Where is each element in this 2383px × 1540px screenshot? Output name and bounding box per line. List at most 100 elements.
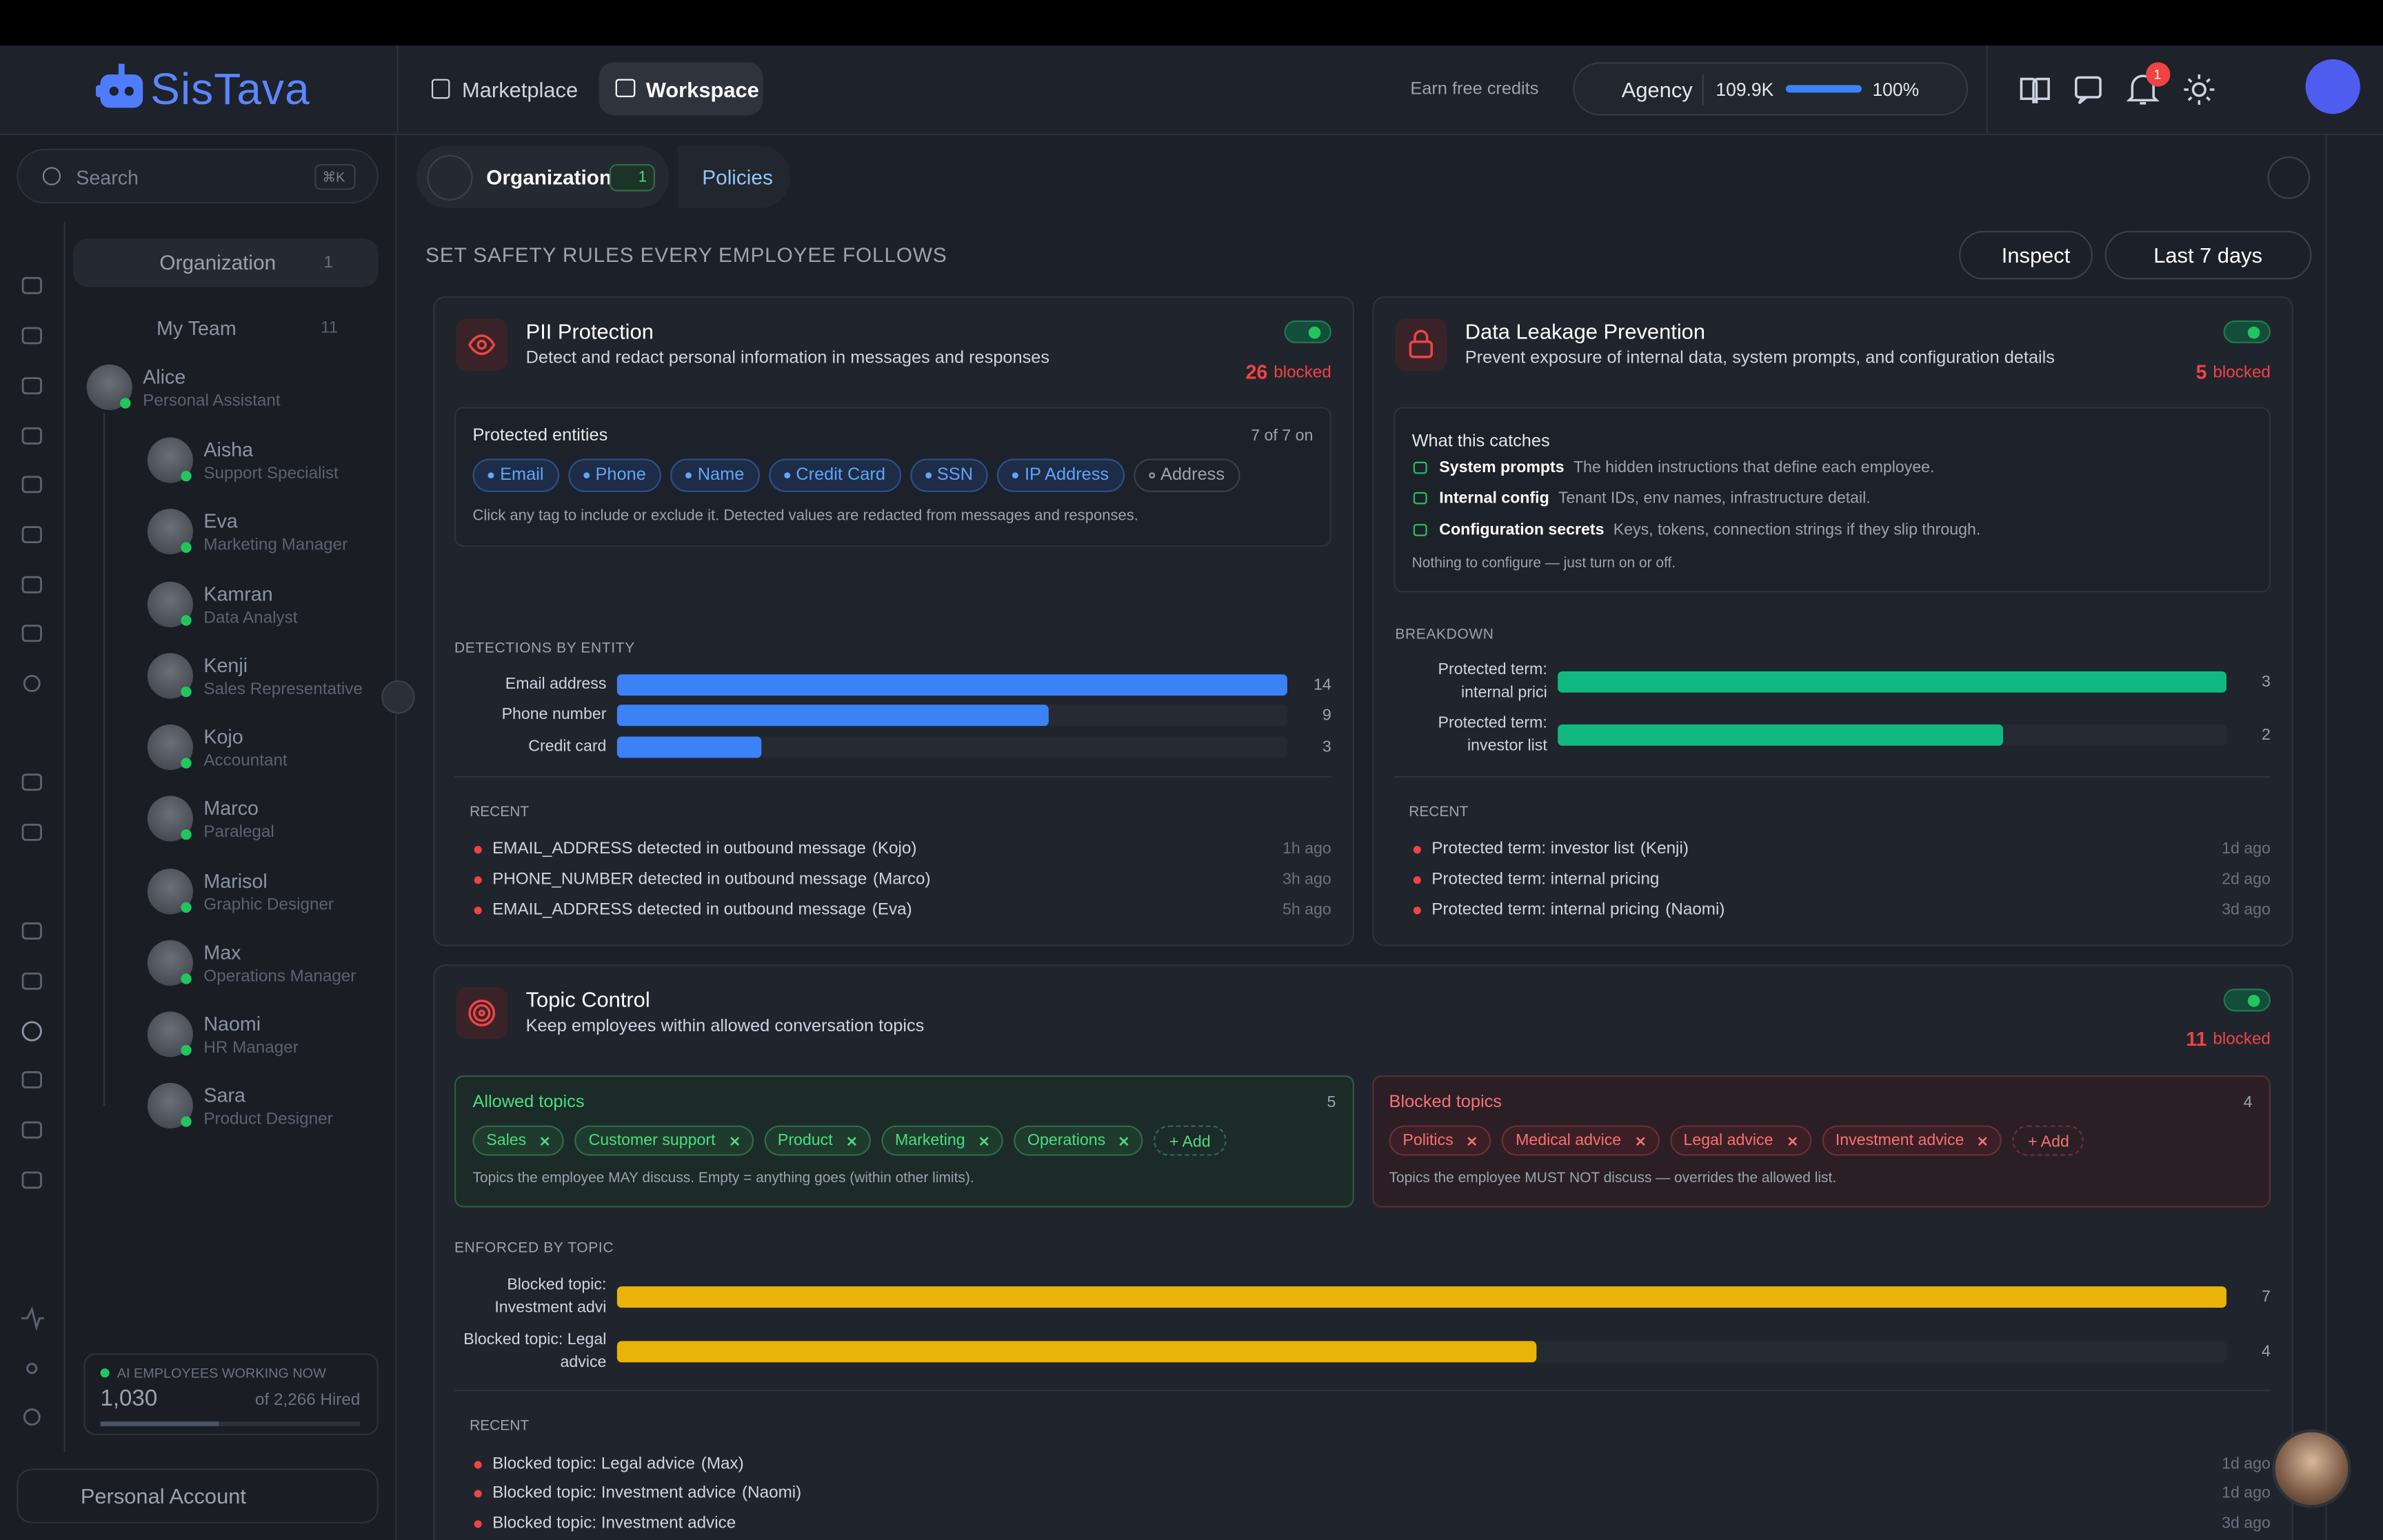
dot (474, 906, 482, 914)
entity-tag[interactable]: IP Address (997, 458, 1125, 492)
account-box[interactable] (17, 1468, 379, 1523)
entity-tag[interactable]: SSN (909, 458, 989, 492)
bar-label: Protected term: investor list (1438, 713, 1547, 755)
member-name[interactable]: Kojo (203, 725, 243, 749)
topic-tag[interactable]: Investment advice (1822, 1125, 2002, 1156)
credits: 109.9K (1716, 79, 1774, 101)
breadcrumb-page[interactable]: Policies (702, 166, 773, 190)
nav-tab[interactable]: Workspace (645, 77, 759, 102)
range-button[interactable] (2104, 230, 2312, 280)
bar-count: 3 (1322, 738, 1331, 757)
entity-tag[interactable]: Phone (567, 458, 661, 492)
range-label: Last 7 days (2153, 243, 2263, 267)
member-name[interactable]: Kenji (203, 653, 248, 676)
org-row[interactable] (72, 238, 379, 287)
entity-tag[interactable]: Address (1133, 458, 1240, 492)
toggle[interactable] (2223, 320, 2271, 343)
plan-pill[interactable] (1573, 62, 1969, 116)
avatar[interactable] (2305, 59, 2360, 114)
remove-icon[interactable] (1978, 1135, 1988, 1146)
remove-icon[interactable] (1467, 1135, 1478, 1146)
remove-icon[interactable] (729, 1135, 739, 1146)
toggle[interactable] (2223, 989, 2271, 1012)
bar (616, 1286, 2227, 1308)
bar-label: Blocked topic: Legal advice (463, 1330, 607, 1372)
recent-text: Protected term: internal pricing (1431, 870, 1660, 889)
remove-icon[interactable] (1787, 1135, 1797, 1146)
kebab-button[interactable] (2267, 156, 2311, 199)
add-tag[interactable]: + Add (2012, 1125, 2084, 1156)
entity-label: Credit Card (796, 466, 885, 485)
topic-tag[interactable]: Product (764, 1125, 871, 1156)
inspect-button[interactable] (1959, 230, 2093, 280)
recent-who: (Naomi) (1665, 900, 1725, 919)
member-name[interactable]: Max (203, 940, 241, 964)
bar-count: 9 (1322, 706, 1331, 725)
header-divider (396, 45, 399, 136)
team-label[interactable]: My Team (157, 316, 237, 340)
recent-title: RECENT (470, 804, 530, 821)
status-dot (181, 543, 192, 554)
nav-tab[interactable]: Marketplace (462, 77, 579, 102)
recent-time: 3h ago (1282, 870, 1331, 889)
member-name[interactable]: Eva (203, 509, 238, 533)
member-name[interactable]: Alice (143, 365, 186, 388)
topic-tag[interactable]: Sales (472, 1125, 565, 1156)
remove-icon[interactable] (1635, 1135, 1645, 1146)
toggle[interactable] (1284, 320, 1331, 343)
working-label: AI EMPLOYEES WORKING NOW (117, 1365, 326, 1381)
remove-icon[interactable] (1119, 1135, 1129, 1146)
blocked-label: blocked (2213, 1029, 2271, 1048)
remove-icon[interactable] (846, 1135, 856, 1146)
breadcrumb-count: 1 (638, 169, 647, 186)
tag-dot (583, 472, 590, 479)
working-track (100, 1421, 361, 1426)
catch-desc: Keys, tokens, connection strings if they… (1613, 520, 1981, 540)
tree-line (103, 413, 105, 1106)
topic-tag[interactable]: Customer support (574, 1125, 754, 1156)
entity-tag[interactable]: Email (472, 458, 559, 492)
team-count: 11 (321, 318, 339, 338)
topic-tag[interactable]: Politics (1389, 1125, 1491, 1156)
org-label: Organization (159, 251, 276, 274)
member-name[interactable]: Kamran (203, 581, 273, 605)
entity-tag[interactable]: Name (670, 458, 760, 492)
member-role: Data Analyst (203, 608, 298, 627)
org-count: 1 (323, 253, 333, 272)
recent-title: RECENT (470, 1417, 530, 1435)
member-name[interactable]: Marco (203, 797, 259, 820)
member-name[interactable]: Naomi (203, 1012, 261, 1035)
member-name[interactable]: Marisol (203, 869, 268, 892)
bar-count: 7 (2262, 1288, 2271, 1306)
member-role: Operations Manager (203, 966, 356, 986)
add-tag[interactable]: + Add (1154, 1125, 1226, 1156)
remove-icon[interactable] (540, 1135, 550, 1146)
entity-tag[interactable]: Credit Card (768, 458, 901, 492)
topic-tag[interactable]: Medical advice (1502, 1125, 1660, 1156)
header-icons (2020, 74, 2215, 105)
tag-dot (783, 472, 790, 479)
collapse-button[interactable] (381, 680, 415, 714)
topic-label: Investment advice (1835, 1131, 1964, 1150)
catch-term: Internal config (1439, 489, 1549, 507)
earn-credits[interactable]: Earn free credits (1410, 80, 1539, 99)
toggle-knob (2247, 326, 2260, 339)
topic-tag[interactable]: Operations (1014, 1125, 1144, 1156)
recent-item: Protected term: investor list (Kenji) (1413, 840, 1689, 858)
card-title: Topic Control (525, 987, 650, 1012)
shortcut-box (314, 163, 356, 190)
topic-tag[interactable]: Legal advice (1669, 1125, 1811, 1156)
remove-icon[interactable] (978, 1135, 989, 1146)
topic-tag[interactable]: Marketing (881, 1125, 1003, 1156)
dot (474, 1460, 482, 1468)
bar (1558, 671, 2227, 693)
breadcrumb-count-bg (609, 163, 655, 192)
bar-label: Protected term: internal prici (1438, 660, 1547, 702)
member-name[interactable]: Aisha (203, 438, 254, 461)
search-box[interactable] (17, 148, 379, 204)
tag-dot (487, 472, 494, 479)
floating-avatar[interactable] (2272, 1429, 2351, 1508)
recent-text: Blocked topic: Investment advice (492, 1514, 736, 1533)
member-name[interactable]: Sara (203, 1084, 245, 1107)
blocked-label: blocked (1274, 363, 1331, 382)
